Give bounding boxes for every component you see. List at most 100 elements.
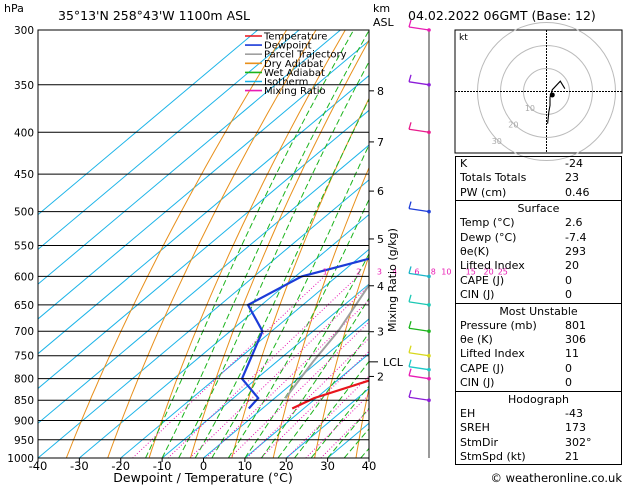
temperature-tick-label: -30 xyxy=(70,459,89,473)
isotherm-line xyxy=(38,30,259,216)
index-label: Lifted Index xyxy=(460,259,525,273)
wet-adiabat-line xyxy=(310,385,369,458)
index-row: StmSpd (kt) 21 xyxy=(456,450,621,464)
index-row: CIN (J) 0 xyxy=(456,376,621,390)
index-label: CIN (J) xyxy=(460,376,495,390)
index-value: -43 xyxy=(565,406,583,420)
hodograph-ring-label: 30 xyxy=(492,137,502,146)
km-tick-label: 5 xyxy=(377,233,384,246)
index-value: 173 xyxy=(565,421,586,435)
general-indices: K -24 Totals Totals 23 PW (cm) 0.46 xyxy=(455,156,622,202)
wind-barb xyxy=(408,375,430,380)
isotherm-line xyxy=(38,179,369,458)
datetime-label: 04.02.2022 06GMT (Base: 12) xyxy=(408,8,596,23)
index-row: Temp (°C) 2.6 xyxy=(456,216,621,230)
surface-indices: Surface Temp (°C) 2.6 Dewp (°C) -7.4 θe(K) 29… xyxy=(455,201,622,304)
index-label: θe(K) xyxy=(460,245,490,259)
index-value: 293 xyxy=(565,245,586,259)
wind-barb-flag xyxy=(408,19,412,28)
wind-barb-flag xyxy=(408,122,412,130)
mixing-ratio-label: 2 xyxy=(356,267,361,276)
index-value: -24 xyxy=(565,157,583,170)
km-tick-label: 6 xyxy=(377,185,384,198)
isotherm-line xyxy=(38,74,369,355)
isotherm-line xyxy=(161,283,369,458)
index-label: StmDir xyxy=(460,435,499,449)
pressure-unit-label: hPa xyxy=(4,2,24,15)
mixing-ratio-label: 25 xyxy=(498,267,508,276)
isotherm-line xyxy=(38,109,369,390)
temperature-tick-label: 10 xyxy=(238,459,253,473)
isotherm-line xyxy=(244,353,369,458)
pressure-tick-label: 400 xyxy=(14,127,34,139)
wind-barb-flag xyxy=(408,345,412,353)
wind-barb-dot xyxy=(427,274,431,279)
wet-adiabat-line xyxy=(294,360,369,458)
hodograph-trace xyxy=(547,80,566,124)
temperature-tick-label: -20 xyxy=(111,459,130,473)
mixing-ratio-label: 8 xyxy=(431,267,436,276)
index-value: 20 xyxy=(565,259,579,273)
km-tick-label: 4 xyxy=(377,280,384,293)
most-unstable-indices: Most Unstable Pressure (mb) 801 θe (K) 306 L… xyxy=(455,303,622,392)
index-value: 21 xyxy=(565,449,579,463)
temperature-tick-label: 0 xyxy=(200,459,207,473)
legend-entry: Mixing Ratio xyxy=(264,86,326,97)
mixing-ratio-label: 20 xyxy=(484,267,494,276)
wind-barb xyxy=(408,396,430,401)
legend-entry: Temperature xyxy=(263,32,327,43)
legend-entry: Parcel Trajectory xyxy=(264,50,347,61)
hodograph-ring-label: 20 xyxy=(508,121,518,130)
km-tick-label: 3 xyxy=(377,326,384,339)
index-row: CAPE (J) 0 xyxy=(456,362,621,376)
temperature-tick-label: -40 xyxy=(29,459,48,473)
index-row: PW (cm) 0.46 xyxy=(456,186,621,200)
wind-barb xyxy=(408,352,430,357)
wet-adiabat-line xyxy=(327,407,369,458)
copyright-label: © weatheronline.co.uk xyxy=(490,471,622,485)
index-row: CIN (J) 0 xyxy=(456,288,621,302)
mixing-ratio-line xyxy=(189,284,369,458)
pressure-tick-label: 850 xyxy=(14,395,34,407)
temperature-tick-label: 20 xyxy=(279,459,294,473)
parcel-trajectory-line xyxy=(284,283,369,399)
temperature-tick-label: 40 xyxy=(362,459,377,473)
index-label: Dewp (°C) xyxy=(460,230,517,244)
wind-barb-flag xyxy=(408,201,412,209)
wind-barb xyxy=(408,81,430,86)
wind-barb-dot xyxy=(427,28,431,32)
pressure-tick-label: 900 xyxy=(14,416,34,428)
wet-adiabat-line xyxy=(178,60,369,458)
mixing-ratio-line xyxy=(286,375,369,458)
index-label: CIN (J) xyxy=(460,288,495,302)
pressure-tick-label: 800 xyxy=(14,374,34,386)
wind-barb-dot xyxy=(427,82,431,87)
index-row: θe(K) 293 xyxy=(456,245,621,259)
mixing-ratio-line xyxy=(205,299,369,458)
pressure-tick-label: 750 xyxy=(14,351,34,363)
index-row: Pressure (mb) 801 xyxy=(456,319,621,333)
wind-barb xyxy=(408,207,430,213)
pressure-tick-label: 450 xyxy=(14,169,34,181)
index-row: Lifted Index 20 xyxy=(456,259,621,273)
wind-barb xyxy=(408,26,430,31)
wind-barb xyxy=(408,128,430,133)
index-value: 0 xyxy=(565,288,572,302)
index-value: 801 xyxy=(565,318,586,332)
index-label: Lifted Index xyxy=(460,347,525,361)
lcl-label: LCL xyxy=(383,356,404,369)
pressure-tick-label: 300 xyxy=(14,25,34,37)
mixing-ratio-label: 4 xyxy=(392,267,397,276)
asl-label: ASL xyxy=(373,16,395,29)
index-label: CAPE (J) xyxy=(460,273,505,287)
wind-barb-dot xyxy=(427,398,431,403)
wet-adiabat-line xyxy=(161,30,369,458)
index-value: 11 xyxy=(565,347,579,361)
legend-entry: Isotherm xyxy=(264,77,308,88)
index-label: Pressure (mb) xyxy=(460,318,537,332)
hodograph-unit-label: kt xyxy=(459,33,468,43)
pressure-tick-label: 950 xyxy=(14,435,34,447)
km-label: km xyxy=(373,2,390,15)
isotherm-line xyxy=(38,30,341,285)
